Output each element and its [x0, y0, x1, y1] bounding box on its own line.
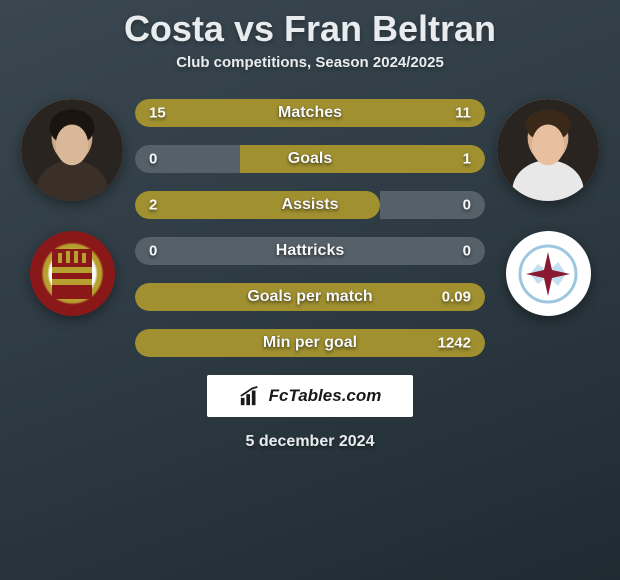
- stat-label: Goals: [288, 150, 332, 168]
- stat-value-right: 11: [455, 105, 471, 122]
- person-silhouette-icon: [21, 99, 123, 201]
- stat-label: Assists: [282, 196, 339, 214]
- stat-value-right: 0: [463, 197, 471, 214]
- stat-value-left: 0: [149, 151, 157, 168]
- comparison-card: Costa vs Fran Beltran Club competitions,…: [0, 0, 620, 580]
- stat-value-left: 2: [149, 197, 157, 214]
- club-crest-icon: [52, 249, 92, 299]
- stat-value-right: 1242: [438, 335, 471, 352]
- stat-value-left: 15: [149, 105, 166, 122]
- stat-label: Hattricks: [276, 242, 344, 260]
- stat-value-right: 0: [463, 243, 471, 260]
- stat-row: Assists 2 0: [135, 191, 485, 219]
- stat-value-right: 0.09: [442, 289, 471, 306]
- stat-row: Matches 15 11: [135, 99, 485, 127]
- right-column: [493, 99, 603, 316]
- left-column: [17, 99, 127, 316]
- player-right-avatar: [497, 99, 599, 201]
- stat-value-right: 1: [463, 151, 471, 168]
- stat-row: Hattricks 0 0: [135, 237, 485, 265]
- club-badge-left: [30, 231, 115, 316]
- stat-bar-right: [240, 145, 485, 173]
- club-badge-right: [506, 231, 591, 316]
- page-title: Costa vs Fran Beltran: [124, 8, 496, 50]
- date-text: 5 december 2024: [246, 433, 375, 451]
- stat-label: Goals per match: [247, 288, 372, 306]
- stat-row: Goals per match 0.09: [135, 283, 485, 311]
- club-crest-icon: [518, 244, 578, 304]
- watermark-text: FcTables.com: [269, 386, 382, 406]
- stats-panel: Matches1511Goals01Assists20Hattricks00Go…: [135, 99, 485, 357]
- player-left-avatar: [21, 99, 123, 201]
- page-subtitle: Club competitions, Season 2024/2025: [176, 54, 444, 71]
- stat-row: Goals 0 1: [135, 145, 485, 173]
- chart-icon: [239, 385, 261, 407]
- stat-value-left: 0: [149, 243, 157, 260]
- stat-row: Min per goal 1242: [135, 329, 485, 357]
- stat-label: Min per goal: [263, 334, 357, 352]
- main-row: Matches1511Goals01Assists20Hattricks00Go…: [0, 99, 620, 357]
- stat-bar-left: [135, 191, 380, 219]
- person-silhouette-icon: [497, 99, 599, 201]
- stat-label: Matches: [278, 104, 342, 122]
- watermark-badge: FcTables.com: [207, 375, 414, 417]
